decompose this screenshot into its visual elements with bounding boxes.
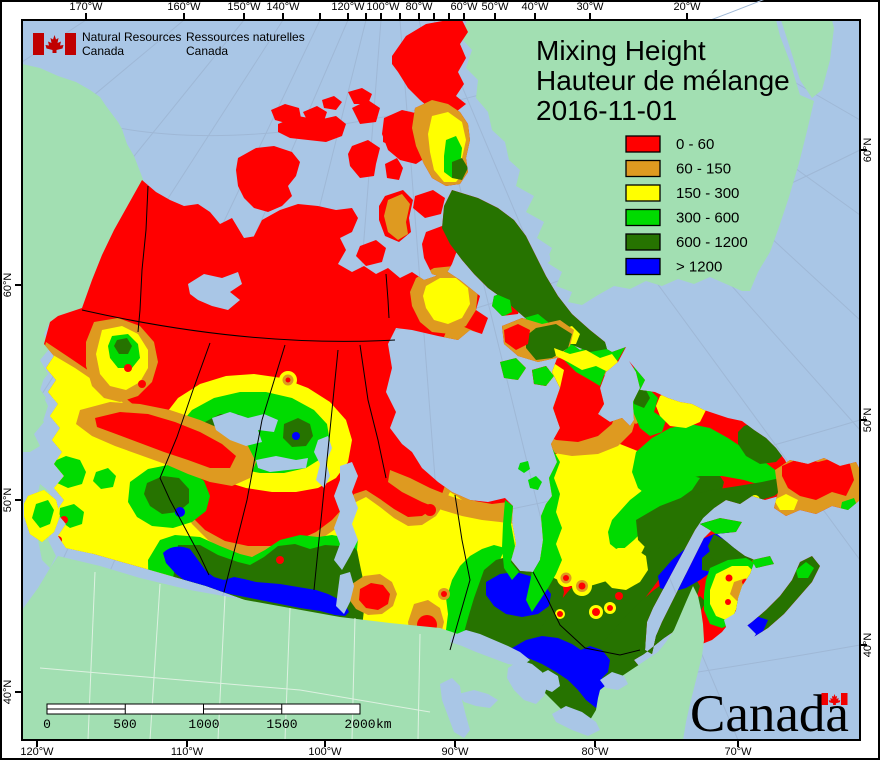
svg-text:50°W: 50°W xyxy=(481,1,509,13)
svg-text:km: km xyxy=(376,717,392,732)
svg-text:170°W: 170°W xyxy=(69,1,103,13)
svg-text:Natural Resources: Natural Resources xyxy=(82,30,181,44)
svg-text:140°W: 140°W xyxy=(266,1,300,13)
svg-text:600 - 1200: 600 - 1200 xyxy=(676,234,748,251)
svg-text:500: 500 xyxy=(113,717,136,732)
svg-text:50°N: 50°N xyxy=(2,488,14,513)
svg-text:90°W: 90°W xyxy=(441,746,469,758)
svg-text:2016-11-01: 2016-11-01 xyxy=(536,95,677,126)
svg-text:40°N: 40°N xyxy=(862,633,874,658)
svg-text:30°W: 30°W xyxy=(576,1,604,13)
svg-text:1000: 1000 xyxy=(188,717,219,732)
svg-text:0: 0 xyxy=(43,717,51,732)
svg-text:80°W: 80°W xyxy=(581,746,609,758)
svg-text:300 - 600: 300 - 600 xyxy=(676,210,739,227)
svg-text:160°W: 160°W xyxy=(167,1,201,13)
svg-text:60 - 150: 60 - 150 xyxy=(676,161,731,178)
svg-text:0 - 60: 0 - 60 xyxy=(676,136,714,153)
svg-text:Hauteur de mélange: Hauteur de mélange xyxy=(536,65,790,96)
svg-text:120°W: 120°W xyxy=(331,1,365,13)
svg-text:110°W: 110°W xyxy=(171,746,204,758)
svg-text:40°N: 40°N xyxy=(2,680,14,705)
svg-text:40°W: 40°W xyxy=(521,1,549,13)
svg-text:60°N: 60°N xyxy=(862,138,874,163)
svg-text:1500: 1500 xyxy=(266,717,297,732)
svg-text:100°W: 100°W xyxy=(308,746,342,758)
svg-text:80°W: 80°W xyxy=(405,1,433,13)
svg-text:120°W: 120°W xyxy=(20,746,54,758)
svg-text:Ressources naturelles: Ressources naturelles xyxy=(186,30,305,44)
svg-text:150 - 300: 150 - 300 xyxy=(676,185,739,202)
svg-text:Canada: Canada xyxy=(82,44,124,58)
svg-text:70°W: 70°W xyxy=(724,746,752,758)
svg-text:20°W: 20°W xyxy=(673,1,701,13)
svg-text:60°W: 60°W xyxy=(450,1,478,13)
svg-text:150°W: 150°W xyxy=(227,1,261,13)
svg-text:100°W: 100°W xyxy=(366,1,400,13)
svg-text:> 1200: > 1200 xyxy=(676,259,722,276)
svg-text:Mixing Height: Mixing Height xyxy=(536,35,706,66)
svg-text:50°N: 50°N xyxy=(862,408,874,433)
svg-text:Canada: Canada xyxy=(186,44,228,58)
svg-text:60°N: 60°N xyxy=(2,273,14,298)
svg-text:2000: 2000 xyxy=(344,717,375,732)
